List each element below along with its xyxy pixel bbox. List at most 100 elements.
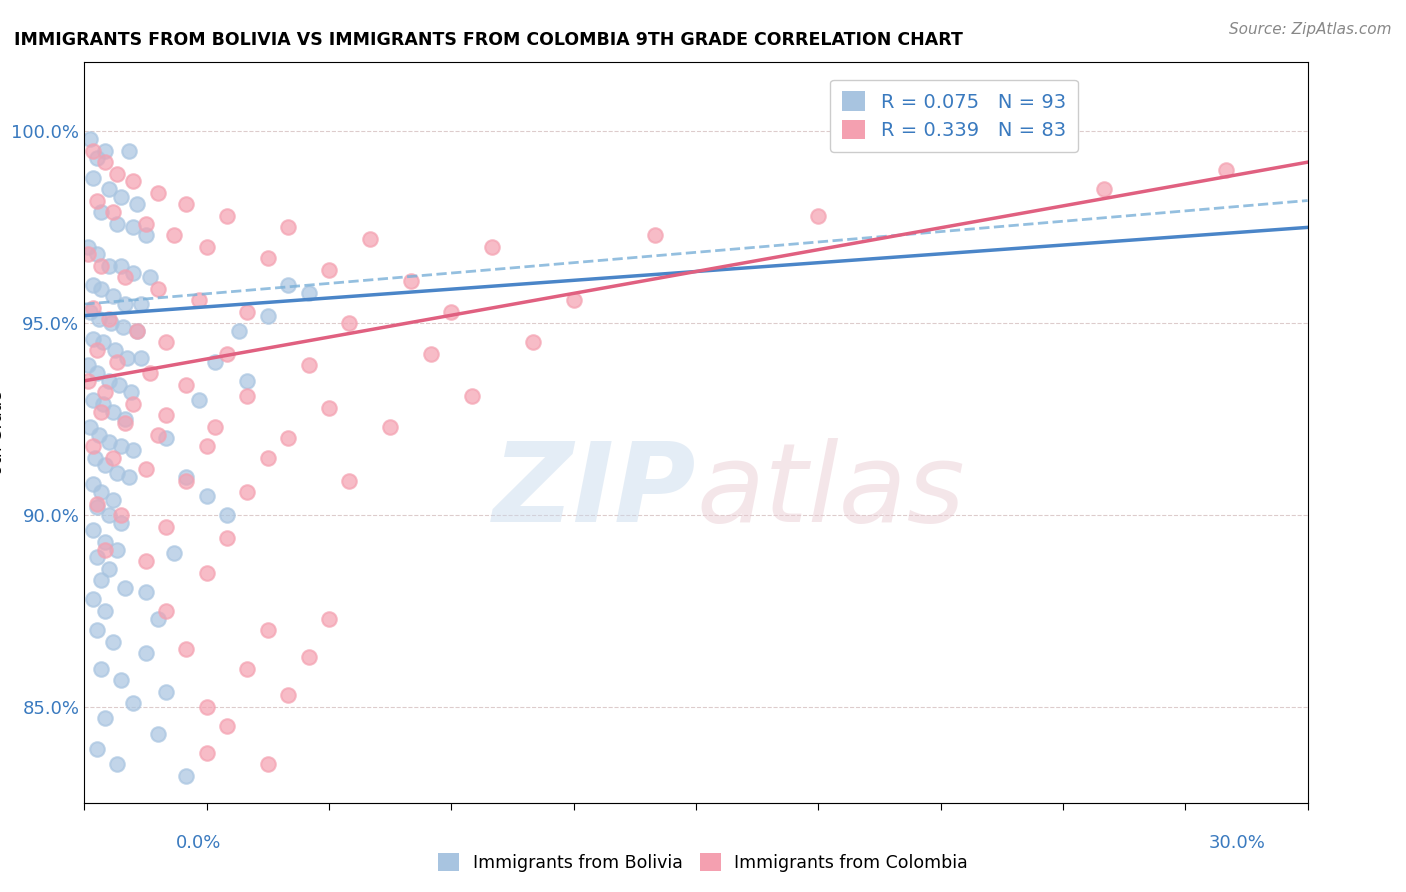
Point [97, 508, 120, 522]
Point [105, 757, 128, 772]
Point [195, 699, 218, 714]
Point [82, 277, 104, 292]
Point [105, 542, 128, 557]
Point [481, 239, 503, 253]
Point [155, 604, 177, 618]
Point [82, 439, 104, 453]
Point [217, 719, 239, 733]
Point [204, 420, 226, 434]
Point [174, 642, 197, 657]
Point [318, 401, 340, 415]
Point [110, 508, 132, 522]
Point [86, 343, 108, 358]
Point [135, 217, 157, 231]
Point [112, 320, 135, 334]
Point [101, 450, 124, 465]
Point [174, 769, 197, 783]
Point [104, 343, 127, 358]
Point [101, 289, 124, 303]
Point [217, 508, 239, 522]
Point [79, 420, 101, 434]
Text: 30.0%: 30.0% [1209, 834, 1265, 852]
Point [339, 316, 361, 330]
Point [86, 152, 108, 166]
Point [217, 531, 239, 545]
Point [138, 270, 160, 285]
Point [298, 650, 321, 665]
Legend: Immigrants from Bolivia, Immigrants from Colombia: Immigrants from Bolivia, Immigrants from… [430, 847, 976, 879]
Point [318, 612, 340, 626]
Point [86, 500, 108, 515]
Legend: R = 0.075   N = 93, R = 0.339   N = 83: R = 0.075 N = 93, R = 0.339 N = 83 [831, 79, 1077, 152]
Point [91, 397, 114, 411]
Point [82, 477, 104, 491]
Point [97, 182, 120, 196]
Point [131, 297, 153, 311]
Point [562, 293, 585, 308]
Point [87, 312, 110, 326]
Point [86, 623, 108, 637]
Point [1215, 162, 1237, 177]
Point [155, 519, 177, 533]
Point [461, 389, 484, 403]
Point [93, 535, 115, 549]
Point [77, 374, 100, 388]
Y-axis label: 9th Grade: 9th Grade [0, 391, 6, 475]
Point [90, 404, 112, 418]
Point [101, 492, 124, 507]
Point [82, 592, 104, 607]
Point [122, 267, 145, 281]
Point [110, 439, 132, 453]
Point [110, 516, 132, 530]
Point [155, 684, 177, 698]
Point [77, 247, 100, 261]
Point [86, 194, 108, 208]
Point [195, 566, 218, 580]
Text: IMMIGRANTS FROM BOLIVIA VS IMMIGRANTS FROM COLOMBIA 9TH GRADE CORRELATION CHART: IMMIGRANTS FROM BOLIVIA VS IMMIGRANTS FR… [14, 31, 963, 49]
Point [86, 497, 108, 511]
Point [93, 711, 115, 725]
Point [82, 392, 104, 407]
Point [101, 205, 124, 219]
Point [86, 742, 108, 756]
Point [114, 581, 136, 595]
Point [79, 305, 101, 319]
Point [146, 427, 169, 442]
Point [257, 450, 280, 465]
Point [236, 661, 259, 675]
Point [195, 439, 218, 453]
Point [236, 485, 259, 500]
Point [93, 604, 115, 618]
Point [195, 239, 218, 253]
Point [135, 228, 157, 243]
Point [114, 270, 136, 285]
Point [101, 404, 124, 418]
Point [135, 584, 157, 599]
Point [77, 359, 100, 373]
Point [339, 474, 361, 488]
Point [257, 309, 280, 323]
Point [86, 366, 108, 380]
Point [204, 354, 226, 368]
Point [257, 623, 280, 637]
Point [146, 612, 169, 626]
Point [298, 359, 321, 373]
Point [120, 385, 142, 400]
Point [105, 466, 128, 480]
Point [90, 661, 112, 675]
Point [79, 132, 101, 146]
Point [100, 316, 122, 330]
Point [108, 377, 131, 392]
Point [114, 297, 136, 311]
Point [101, 634, 124, 648]
Point [82, 144, 104, 158]
Point [82, 301, 104, 315]
Point [86, 247, 108, 261]
Text: atlas: atlas [696, 438, 965, 545]
Point [114, 416, 136, 430]
Point [146, 282, 169, 296]
Point [97, 435, 120, 450]
Point [118, 144, 141, 158]
Point [420, 347, 443, 361]
Point [118, 469, 141, 483]
